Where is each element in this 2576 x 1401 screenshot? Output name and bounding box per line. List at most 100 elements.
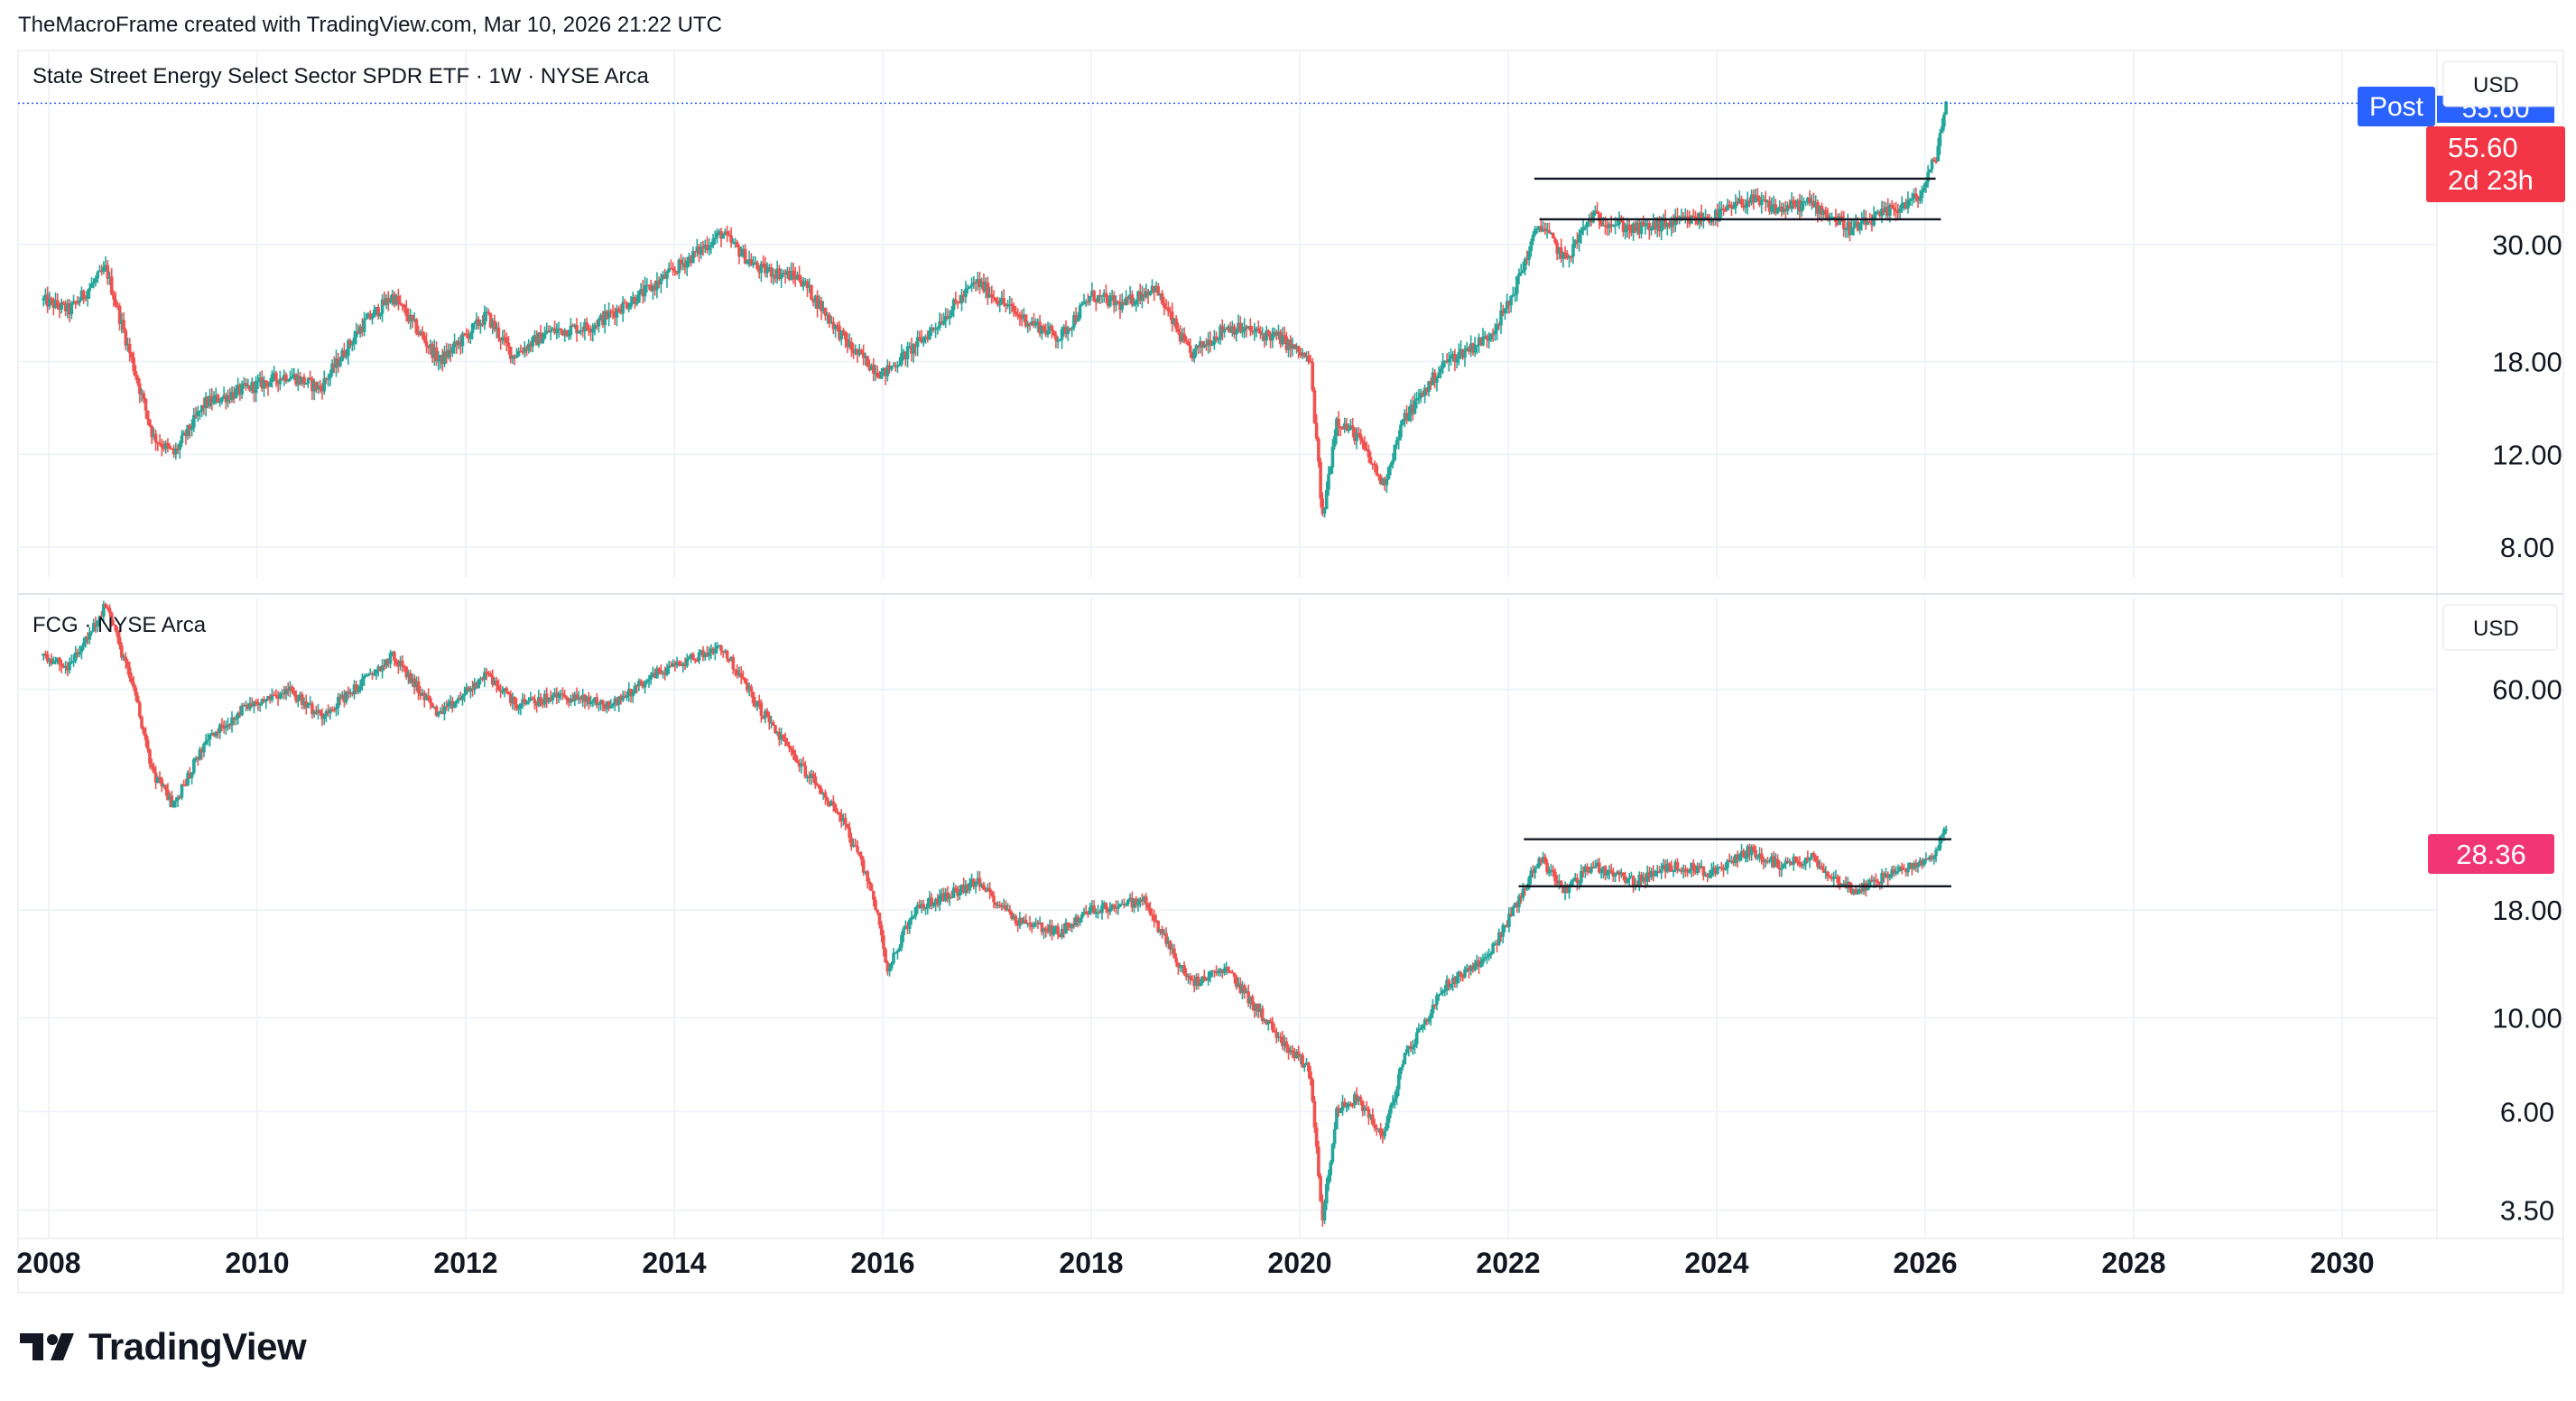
candle-body <box>1202 344 1207 348</box>
candle-body <box>951 299 956 311</box>
candle-body <box>1788 205 1792 209</box>
candle-body <box>404 666 409 678</box>
candle-body <box>196 757 200 760</box>
candle-body <box>1340 1101 1345 1111</box>
candle-body <box>1368 1114 1373 1118</box>
candle-body <box>838 812 841 815</box>
candle-body <box>843 331 848 339</box>
candle-body <box>1942 829 1946 835</box>
candle-body <box>393 652 396 661</box>
candle-body <box>1595 210 1599 214</box>
candle-body <box>1820 205 1824 215</box>
candle-body <box>681 263 685 265</box>
candle-body <box>1163 303 1166 308</box>
candle-body <box>465 687 468 694</box>
candle-body <box>1926 858 1930 860</box>
candle-body <box>1038 922 1042 924</box>
candle-body <box>280 378 284 380</box>
candle-body <box>109 612 114 625</box>
candle-body <box>1425 1019 1429 1022</box>
candle-body <box>1270 1021 1274 1031</box>
candle-body <box>1808 857 1812 861</box>
candle-body <box>1324 1183 1329 1204</box>
candle-body <box>1360 440 1365 443</box>
candle-body <box>286 688 291 691</box>
candle-body <box>1386 467 1391 479</box>
candle-body <box>244 704 248 707</box>
candle-body <box>204 740 208 744</box>
candle-body <box>1068 328 1072 330</box>
candle-body <box>767 715 772 723</box>
tradingview-logo[interactable]: TradingView <box>20 1325 307 1369</box>
candle-body <box>1499 310 1503 326</box>
candle-body <box>1299 351 1302 357</box>
candle-body <box>1551 233 1555 239</box>
candle-body <box>150 425 153 438</box>
candle-body <box>979 884 984 887</box>
candle-body <box>966 287 969 290</box>
candle-body <box>928 330 931 339</box>
candle-body <box>329 709 332 714</box>
candle-body <box>365 318 368 320</box>
candle-body <box>1894 871 1898 874</box>
candle-body <box>130 677 134 683</box>
candle-body <box>332 709 337 711</box>
candle-body <box>1178 332 1182 342</box>
candle-body <box>984 282 987 292</box>
candle-body <box>651 673 655 675</box>
candle-body <box>871 365 876 374</box>
candle-body <box>1076 318 1080 321</box>
candle-body <box>1749 194 1754 204</box>
currency-label: USD <box>2473 617 2519 641</box>
candle-body <box>1273 331 1276 334</box>
candle-body <box>1932 159 1936 162</box>
candle-body <box>127 667 132 678</box>
candle-body <box>1431 372 1435 385</box>
last-price-badge <box>2428 834 2554 874</box>
candle-body <box>615 308 619 318</box>
candle-body <box>1112 905 1117 907</box>
candle-body <box>1654 221 1657 230</box>
candle-body <box>224 394 228 403</box>
candle-body <box>833 324 838 329</box>
candle-body <box>1561 886 1565 894</box>
candle-body <box>1278 1036 1283 1038</box>
candle-body <box>329 373 332 379</box>
candle-body <box>1030 924 1034 927</box>
candle-body <box>516 708 521 710</box>
candle-body <box>1924 858 1928 860</box>
candle-body <box>1142 896 1146 902</box>
candle-body <box>1870 221 1874 226</box>
candle-body <box>1070 923 1074 928</box>
candle-body <box>575 694 579 700</box>
candle-body <box>1549 869 1553 872</box>
candle-body <box>1595 862 1599 867</box>
candle-body <box>1818 205 1821 214</box>
candle-body <box>288 378 292 381</box>
candle-body <box>1575 240 1580 243</box>
candle-body <box>669 665 673 667</box>
candle-body <box>829 321 833 324</box>
candle-body <box>605 311 609 319</box>
candle-body <box>496 685 501 691</box>
candle-body <box>828 801 831 806</box>
candle-body <box>821 307 826 311</box>
candle-body <box>861 859 866 873</box>
candle-body <box>687 256 691 261</box>
candle-body <box>1427 381 1431 393</box>
candle-body <box>1106 297 1110 307</box>
candle-body <box>1022 314 1026 320</box>
candle-body <box>171 801 176 808</box>
candle-body <box>1795 860 1800 863</box>
candle-body <box>1647 223 1652 231</box>
candle-body <box>1227 326 1230 329</box>
candle-body <box>813 776 818 785</box>
candle-body <box>1705 216 1710 220</box>
candle-body <box>1826 214 1830 219</box>
candle-body <box>1541 857 1545 863</box>
candle-body <box>1407 414 1411 422</box>
candle-body <box>616 308 621 311</box>
candle-body <box>338 696 342 699</box>
candle-body <box>1675 216 1680 220</box>
